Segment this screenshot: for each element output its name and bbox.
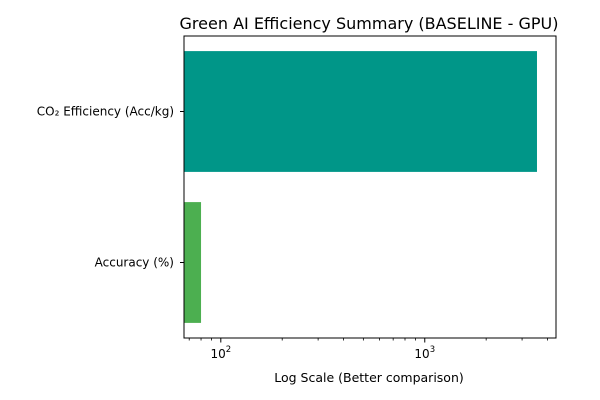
y-tick-label-0: CO₂ Efficiency (Acc/kg) <box>37 105 174 119</box>
bar-0 <box>184 51 537 172</box>
x-tick-label-0: 102 <box>210 345 231 361</box>
bar-1 <box>184 202 202 323</box>
x-tick-label-1: 103 <box>414 345 435 361</box>
plot-area: CO₂ Efficiency (Acc/kg) Accuracy (%) 102 10… <box>37 35 557 361</box>
y-tick-label-1: Accuracy (%) <box>95 256 174 270</box>
plot-frame <box>183 35 557 339</box>
x-axis-label: Log Scale (Better comparison) <box>274 370 464 385</box>
chart-title: Green AI Efficiency Summary (BASELINE - … <box>180 14 559 33</box>
